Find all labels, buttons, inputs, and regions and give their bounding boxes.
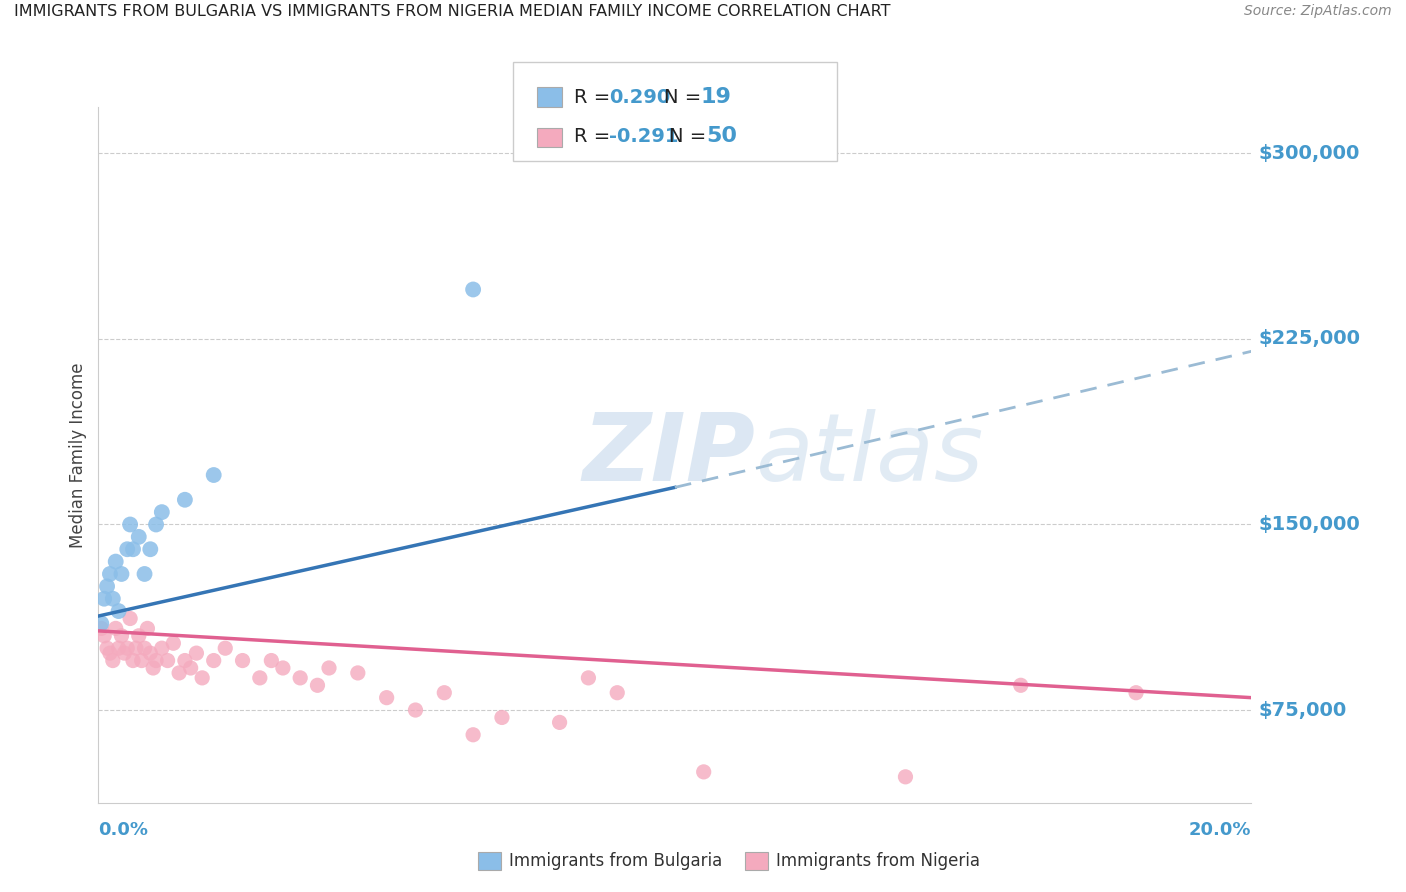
Point (606, 686, 628, 700)
Point (461, 283, 484, 297)
Point (307, 678, 329, 692)
Point (894, 770, 917, 784)
Point (290, 671, 312, 685)
Point (122, 654, 145, 668)
Point (112, 646, 135, 660)
Point (90, 621, 112, 635)
Point (128, 530, 150, 544)
Point (98, 646, 121, 660)
Text: 0.0%: 0.0% (98, 821, 149, 838)
Text: N =: N = (664, 87, 707, 107)
Point (134, 641, 156, 656)
Y-axis label: Median Family Income: Median Family Income (69, 362, 87, 548)
Point (142, 661, 165, 675)
Point (145, 654, 167, 668)
Text: 20.0%: 20.0% (1189, 821, 1251, 838)
Text: atlas: atlas (755, 409, 984, 500)
Point (93, 591, 115, 606)
Point (249, 671, 271, 685)
Point (136, 621, 159, 635)
Text: N =: N = (669, 127, 713, 146)
Point (461, 728, 484, 742)
Text: $225,000: $225,000 (1258, 329, 1361, 349)
Point (548, 715, 571, 730)
Point (120, 611, 142, 625)
Text: 50: 50 (706, 127, 737, 146)
Point (145, 517, 167, 532)
Point (202, 468, 225, 483)
Point (174, 492, 197, 507)
Point (104, 555, 127, 569)
Point (93, 629, 115, 643)
Point (346, 665, 368, 680)
Text: ZIP: ZIP (582, 409, 755, 501)
Point (318, 661, 340, 675)
Text: -0.291: -0.291 (609, 127, 678, 146)
Point (120, 517, 142, 532)
Point (107, 641, 129, 656)
Text: R =: R = (574, 87, 616, 107)
Point (1125, 686, 1147, 700)
Point (131, 654, 153, 668)
Point (1010, 678, 1032, 692)
Point (90, 616, 112, 631)
Text: 0.290: 0.290 (609, 87, 671, 107)
Point (174, 654, 197, 668)
Text: Immigrants from Bulgaria: Immigrants from Bulgaria (509, 852, 723, 870)
Point (156, 654, 179, 668)
Point (180, 661, 202, 675)
Point (231, 654, 254, 668)
Text: R =: R = (574, 127, 616, 146)
Text: $75,000: $75,000 (1258, 700, 1347, 720)
Point (139, 542, 162, 557)
Point (150, 641, 173, 656)
Point (202, 654, 225, 668)
Point (162, 636, 184, 650)
Point (96, 579, 118, 593)
Text: Source: ZipAtlas.com: Source: ZipAtlas.com (1244, 4, 1392, 19)
Point (139, 646, 162, 660)
Point (117, 542, 138, 557)
Point (104, 621, 127, 635)
Point (134, 566, 156, 581)
Point (110, 629, 132, 643)
Text: Immigrants from Nigeria: Immigrants from Nigeria (776, 852, 980, 870)
Point (167, 665, 190, 680)
Point (107, 604, 129, 618)
Point (125, 641, 148, 656)
Point (110, 566, 132, 581)
Point (693, 764, 716, 779)
Point (101, 654, 124, 668)
Point (122, 542, 145, 557)
Point (98, 566, 121, 581)
Point (128, 629, 150, 643)
Point (375, 690, 398, 705)
Point (405, 703, 427, 717)
Point (96, 641, 118, 656)
Text: $150,000: $150,000 (1258, 515, 1360, 534)
Text: $300,000: $300,000 (1258, 144, 1360, 163)
Point (117, 641, 138, 656)
Point (214, 641, 236, 656)
Point (491, 710, 513, 724)
Point (191, 671, 214, 685)
Point (433, 686, 456, 700)
Point (576, 671, 599, 685)
Text: 19: 19 (700, 87, 731, 107)
Point (271, 661, 294, 675)
Text: IMMIGRANTS FROM BULGARIA VS IMMIGRANTS FROM NIGERIA MEDIAN FAMILY INCOME CORRELA: IMMIGRANTS FROM BULGARIA VS IMMIGRANTS F… (14, 4, 890, 20)
Point (186, 646, 208, 660)
Point (260, 654, 283, 668)
Point (101, 591, 124, 606)
Point (150, 505, 173, 519)
